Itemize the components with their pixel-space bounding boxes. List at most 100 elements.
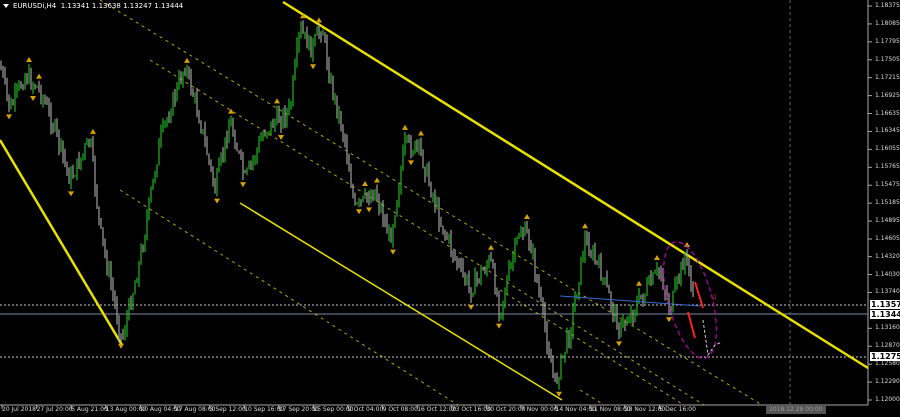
- channel-midline: [579, 389, 605, 406]
- fractal-up-arrow: [274, 98, 280, 104]
- projection-line: [694, 281, 704, 309]
- price-tick-label: 1.16635: [875, 109, 900, 117]
- time-tick-label: 25 Sep 00:00: [313, 406, 354, 413]
- channel-midline: [99, 0, 763, 406]
- projection-path: [702, 319, 723, 357]
- price-tick-label: 1.13160: [875, 324, 900, 332]
- price-tick-label: 1.17215: [875, 73, 900, 81]
- price-tick-label: 1.12870: [875, 342, 900, 350]
- time-tick-label: 13 Aug 00:00: [105, 406, 147, 413]
- fractal-down-arrow: [30, 95, 36, 101]
- low-value: 1.13247: [123, 2, 153, 10]
- time-tick-label: 20 Aug 04:00: [140, 406, 181, 413]
- fractal-down-arrow: [6, 114, 12, 120]
- price-tick-label: 1.13740: [875, 288, 900, 296]
- fractal-up-arrow: [300, 13, 306, 19]
- price-tick-label: 1.14605: [875, 235, 900, 242]
- fractal-down-arrow: [408, 160, 414, 166]
- fractal-down-arrow: [468, 304, 474, 310]
- fractal-up-arrow: [26, 57, 32, 63]
- fractal-arrows: [6, 13, 690, 397]
- time-tick-label: 27 Jul 20:00: [36, 406, 73, 413]
- channel-midline: [149, 59, 705, 406]
- fractal-down-arrow: [310, 64, 316, 70]
- price-tick-label: 1.14320: [875, 252, 900, 260]
- fractal-down-arrow: [666, 317, 672, 323]
- price-tick-label: 1.15765: [875, 163, 900, 171]
- fractal-down-arrow: [356, 209, 362, 215]
- symbol-label: EURUSDi,H4: [13, 2, 57, 10]
- fractal-up-arrow: [90, 128, 96, 134]
- fractal-down-arrow: [496, 323, 502, 329]
- time-tick-label: 5 Dec 16:00: [659, 406, 696, 413]
- trendlines[interactable]: [0, 0, 869, 406]
- time-tick-label: 10 Sep 16:00: [244, 406, 285, 413]
- projection-line: [687, 311, 696, 339]
- forecast-ellipse: [663, 241, 717, 359]
- left-trendline: [0, 139, 124, 346]
- fractal-up-arrow: [488, 244, 494, 250]
- channel-midline: [119, 189, 459, 406]
- price-tick-label: 1.12000: [875, 396, 900, 403]
- time-tick-label: 27 Aug 08:00: [175, 406, 216, 413]
- lower-level-marker: 1.12751: [870, 352, 900, 361]
- price-tick-label: 1.16925: [875, 91, 900, 99]
- fractal-up-arrow: [36, 73, 42, 79]
- fractal-up-arrow: [654, 255, 660, 261]
- high-value: 1.13638: [91, 2, 121, 10]
- channel-lower-trendline: [239, 202, 563, 401]
- price-tick-label: 1.12290: [875, 378, 900, 386]
- price-tick-label: 1.12580: [875, 360, 900, 368]
- time-tick-label: 14 Nov 04:00: [555, 406, 597, 413]
- price-tick-label: 1.16055: [875, 145, 900, 153]
- time-tick-label: 28 Nov 12:00: [624, 406, 666, 413]
- fractal-up-arrow: [374, 177, 380, 183]
- fractal-up-arrow: [418, 130, 424, 136]
- price-bars: [0, 20, 694, 390]
- time-tick-label: 23 Oct 16:00: [451, 406, 491, 413]
- fractal-up-arrow: [402, 124, 408, 130]
- price-tick-label: 1.16345: [875, 127, 900, 135]
- upper-level-marker: 1.13576: [870, 300, 900, 309]
- fractal-up-arrow: [684, 241, 690, 247]
- price-tick-label: 1.18375: [875, 2, 900, 9]
- time-tick-label: 7 Nov 00:00: [521, 406, 558, 413]
- fractal-down-arrow: [118, 343, 124, 349]
- channel-upper-trendline: [282, 0, 869, 370]
- time-tick-label: 30 Oct 20:00: [486, 406, 526, 413]
- fractal-up-arrow: [362, 180, 368, 186]
- time-tick-label: 21 Nov 08:00: [590, 406, 631, 413]
- fractal-up-arrow: [636, 280, 642, 286]
- time-tick-label: 5 Aug 21:00: [71, 406, 108, 413]
- fractal-up-arrow: [184, 57, 190, 63]
- fractal-down-arrow: [278, 135, 284, 141]
- dropdown-triangle-icon[interactable]: [3, 4, 9, 8]
- fractal-down-arrow: [616, 341, 622, 347]
- time-tick-label: 17 Sep 20:00: [278, 406, 319, 413]
- fractal-up-arrow: [316, 17, 322, 23]
- time-tick-label: 20 Jul 2018: [2, 406, 36, 413]
- channel-midline: [499, 289, 685, 406]
- price-tick-label: 1.15185: [875, 199, 900, 207]
- fractal-down-arrow: [390, 249, 396, 255]
- open-value: 1.13341: [60, 2, 90, 10]
- fractal-up-arrow: [582, 223, 588, 229]
- projection-marker: ⇩: [711, 293, 718, 302]
- fractal-down-arrow: [366, 207, 372, 213]
- cursor-time-label: 2018.12.28 00:00: [766, 405, 826, 414]
- forecast-overlay: ⇩: [559, 241, 723, 359]
- time-tick-label: 9 Oct 08:00: [382, 406, 418, 413]
- price-tick-label: 1.17795: [875, 37, 900, 45]
- moving-average-line: [559, 295, 701, 307]
- fractal-up-arrow: [228, 108, 234, 114]
- price-tick-label: 1.17505: [875, 55, 900, 63]
- time-tick-label: 3 Sep 12:00: [209, 406, 246, 413]
- fractal-down-arrow: [240, 182, 246, 188]
- close-value: 1.13444: [154, 2, 184, 10]
- fractal-down-arrow: [556, 391, 562, 397]
- time-tick-label: 2 Oct 04:00: [348, 406, 384, 413]
- time-tick-label: 16 Oct 12:00: [417, 406, 457, 413]
- price-tick-label: 1.18085: [875, 19, 900, 27]
- current-price-marker: 1.13444: [870, 310, 900, 319]
